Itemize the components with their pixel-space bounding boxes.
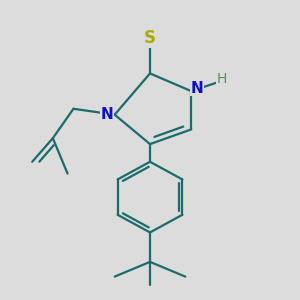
Text: N: N [191,81,203,96]
Text: S: S [144,29,156,47]
Text: N: N [101,107,114,122]
Text: H: H [217,72,227,86]
